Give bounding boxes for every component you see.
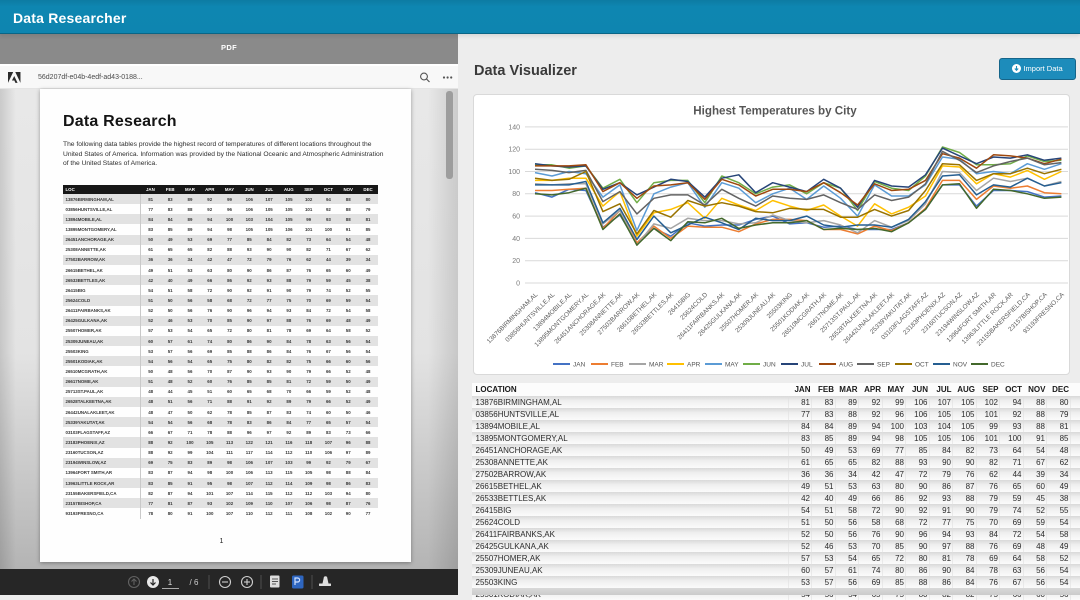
svg-text:SEP: SEP (877, 362, 890, 369)
svg-text:Highest Temperatures by City: Highest Temperatures by City (693, 105, 857, 118)
svg-text:140: 140 (508, 124, 520, 131)
svg-text:0: 0 (516, 280, 520, 287)
svg-text:JUN: JUN (763, 362, 776, 369)
svg-text:60: 60 (512, 214, 520, 221)
svg-text:80: 80 (512, 191, 520, 198)
svg-text:JAN: JAN (573, 362, 586, 369)
svg-text:APR: APR (687, 362, 701, 369)
svg-text:MAR: MAR (649, 362, 664, 369)
svg-text:JUL: JUL (801, 362, 813, 369)
svg-text:DEC: DEC (991, 362, 1005, 369)
svg-text:FEB: FEB (611, 362, 624, 369)
svg-text:100: 100 (508, 169, 520, 176)
svg-text:20: 20 (512, 258, 520, 265)
svg-text:MAY: MAY (725, 362, 739, 369)
svg-text:AUG: AUG (839, 362, 853, 369)
svg-text:1: 1 (168, 578, 173, 587)
svg-text:OCT: OCT (915, 362, 929, 369)
svg-text:120: 120 (508, 147, 520, 154)
svg-text:NOV: NOV (953, 362, 968, 369)
svg-text:40: 40 (512, 236, 520, 243)
svg-text:/ 6: / 6 (190, 578, 199, 587)
